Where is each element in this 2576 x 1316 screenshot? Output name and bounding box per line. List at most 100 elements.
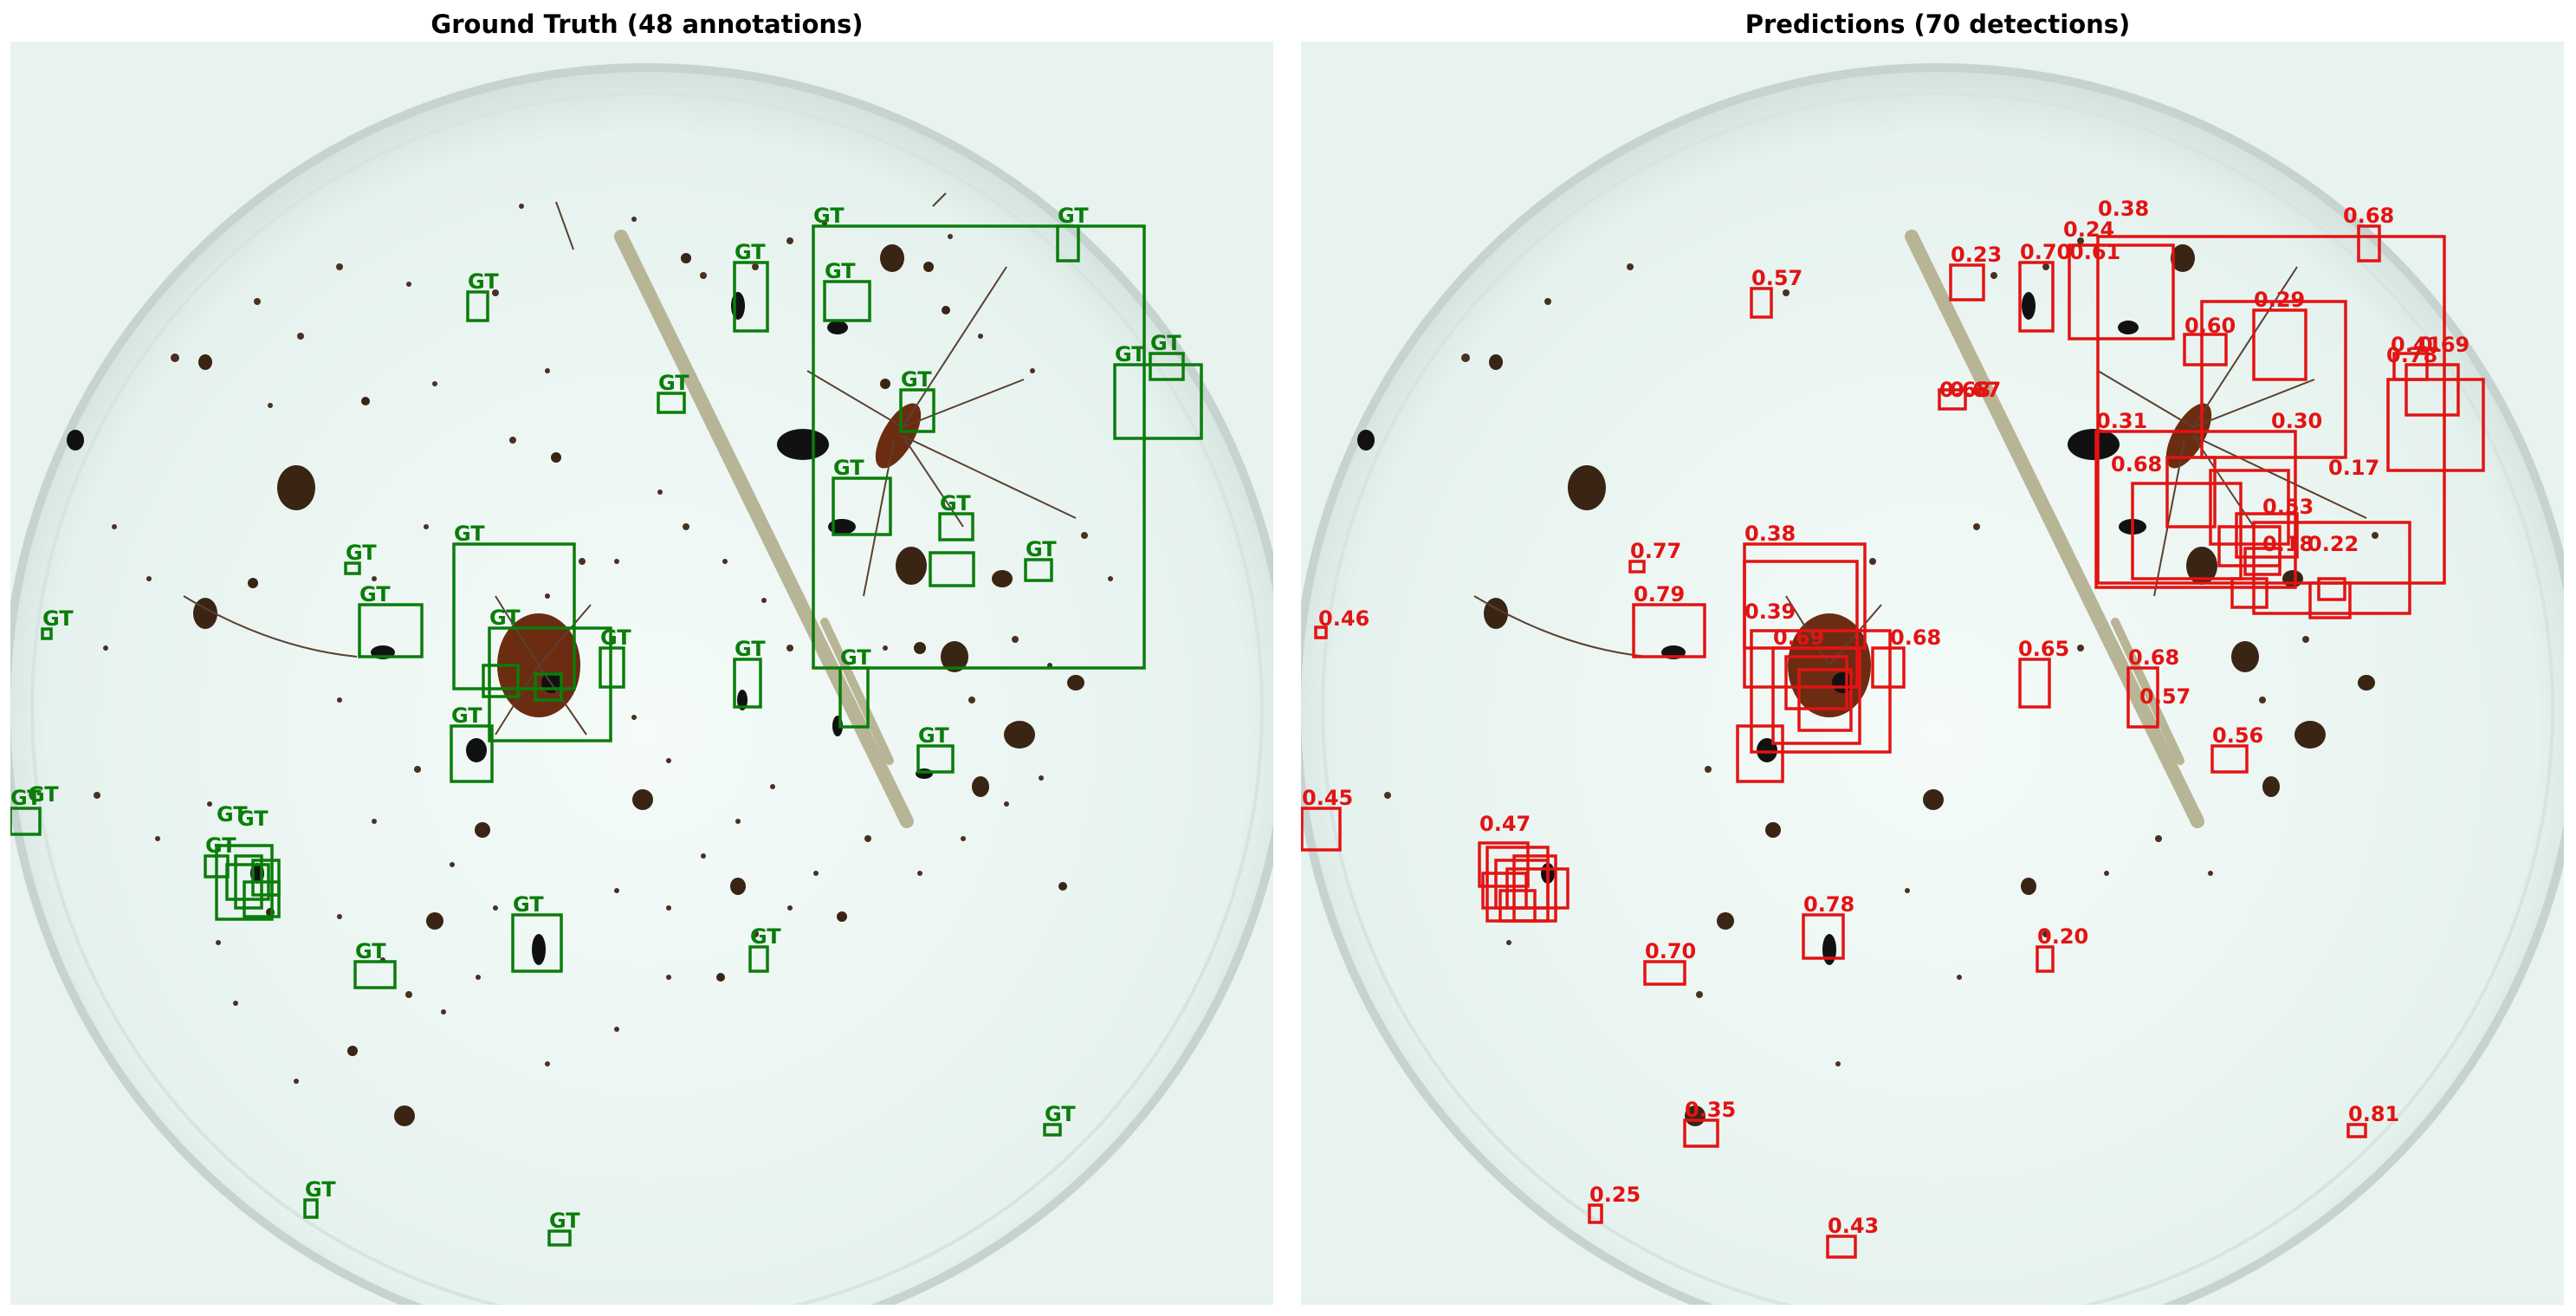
score-label: 0.56 bbox=[2212, 723, 2263, 748]
gt-label: GT bbox=[355, 939, 386, 963]
score-label: 0.61 bbox=[2069, 240, 2120, 264]
pred-box bbox=[1632, 603, 1706, 658]
score-label: 0.24 bbox=[2063, 217, 2114, 242]
gt-box bbox=[10, 807, 42, 836]
score-label: 0.38 bbox=[1744, 522, 1796, 546]
pred-box bbox=[1478, 841, 1530, 888]
pred-box bbox=[2018, 261, 2055, 333]
pred-box bbox=[1826, 1235, 1857, 1259]
predictions-title: Predictions (70 detections) bbox=[1744, 10, 2131, 39]
score-label: 0.60 bbox=[2184, 314, 2236, 338]
score-label: 0.30 bbox=[2271, 409, 2322, 433]
gt-box bbox=[812, 224, 1146, 670]
pred-box bbox=[1750, 629, 1892, 754]
gt-label: GT bbox=[451, 703, 482, 728]
score-label: 0.39 bbox=[1744, 600, 1796, 624]
pred-box bbox=[2217, 525, 2282, 567]
gt-label: GT bbox=[42, 606, 74, 631]
pred-box bbox=[1588, 1203, 1603, 1224]
pred-box bbox=[2346, 1123, 2367, 1138]
gt-label: GT bbox=[489, 606, 521, 630]
pred-box bbox=[1505, 867, 1570, 910]
gt-label: GT bbox=[901, 367, 932, 392]
gt-label: GT bbox=[833, 456, 864, 480]
pred-box bbox=[2230, 577, 2269, 609]
gt-label: GT bbox=[735, 637, 766, 661]
pred-box bbox=[1750, 287, 1773, 319]
score-label: 0.68 bbox=[2128, 645, 2179, 670]
score-label: 0.69 bbox=[2418, 333, 2469, 357]
pred-box bbox=[1643, 960, 1686, 986]
pred-box bbox=[2068, 243, 2175, 340]
gt-box bbox=[452, 542, 576, 690]
score-label: 0.68 bbox=[2111, 452, 2162, 476]
gt-label: GT bbox=[600, 626, 631, 650]
gt-label: GT bbox=[217, 802, 248, 827]
score-label: 0.81 bbox=[2348, 1102, 2399, 1126]
pred-box bbox=[2308, 581, 2352, 619]
score-label: 0.69 bbox=[1773, 626, 1824, 650]
gt-box bbox=[482, 664, 520, 698]
gt-label: GT bbox=[513, 892, 544, 917]
gt-box bbox=[1056, 224, 1080, 263]
score-label: 0.45 bbox=[1302, 786, 1353, 810]
pred-box bbox=[1628, 560, 1646, 574]
gt-label: GT bbox=[468, 269, 499, 294]
gt-box bbox=[243, 880, 281, 918]
pred-box bbox=[2126, 666, 2159, 729]
score-label: 0.78 bbox=[1803, 892, 1854, 917]
ground-truth-photo: GT GT GT GT GT GT GT GT GT GT GT GT GT G… bbox=[10, 42, 1273, 1305]
pred-box bbox=[2018, 658, 2051, 709]
pred-box bbox=[2317, 577, 2346, 601]
gt-box bbox=[733, 261, 769, 333]
pred-box bbox=[1938, 388, 1967, 411]
gt-box bbox=[916, 744, 955, 774]
gt-box bbox=[733, 658, 762, 709]
score-label: 0.43 bbox=[1828, 1214, 1879, 1238]
gt-label: GT bbox=[359, 582, 391, 606]
pred-box bbox=[1736, 724, 1784, 783]
gt-label: GT bbox=[735, 240, 766, 264]
score-label: 0.18 bbox=[2262, 532, 2314, 556]
score-label: 0.68 bbox=[2343, 204, 2394, 228]
pred-box bbox=[1743, 560, 1859, 689]
pred-box bbox=[2200, 300, 2347, 459]
gt-box bbox=[488, 626, 612, 742]
score-label: 0.46 bbox=[1318, 606, 1369, 631]
gt-label: GT bbox=[1045, 1102, 1076, 1126]
score-label: 0.53 bbox=[2262, 495, 2314, 519]
gt-label: GT bbox=[10, 786, 42, 810]
pred-box bbox=[2165, 456, 2217, 528]
gt-box bbox=[344, 561, 361, 575]
gt-label: GT bbox=[28, 782, 59, 807]
gt-label: GT bbox=[840, 645, 871, 670]
predictions-panel: Predictions (70 detections) bbox=[1301, 0, 2574, 1316]
pred-box bbox=[2209, 469, 2290, 546]
prediction-boxes: 0.57 0.23 0.70 0.61 0.38 0.24 0.68 0.60 … bbox=[1301, 197, 2485, 1259]
score-label: 0.70 bbox=[1645, 939, 1696, 963]
pred-box bbox=[2210, 744, 2249, 774]
gt-box bbox=[838, 666, 870, 729]
gt-label: GT bbox=[1150, 331, 1181, 355]
pred-box bbox=[2235, 512, 2299, 559]
score-label: 0.20 bbox=[2037, 924, 2088, 949]
gt-label: GT bbox=[825, 259, 856, 283]
gt-box bbox=[547, 1229, 572, 1247]
pred-box bbox=[2357, 224, 2381, 263]
pred-box bbox=[1784, 655, 1848, 710]
pred-box bbox=[1871, 646, 1906, 689]
pred-box bbox=[1949, 263, 1985, 301]
gt-label: GT bbox=[205, 833, 236, 858]
predictions-photo: 0.57 0.23 0.70 0.61 0.38 0.24 0.68 0.60 … bbox=[1301, 42, 2564, 1305]
score-label: 0.79 bbox=[1634, 582, 1685, 606]
gt-box bbox=[41, 627, 53, 640]
score-label: 0.70 bbox=[2020, 240, 2071, 264]
pred-box bbox=[1802, 913, 1845, 960]
score-label: 0.35 bbox=[1685, 1098, 1736, 1122]
gt-box bbox=[534, 672, 563, 702]
pred-box bbox=[2096, 235, 2446, 585]
pred-box bbox=[1301, 807, 1342, 852]
gt-box bbox=[511, 913, 563, 973]
gt-box bbox=[466, 290, 489, 322]
petri-dish-image bbox=[10, 42, 1273, 1305]
